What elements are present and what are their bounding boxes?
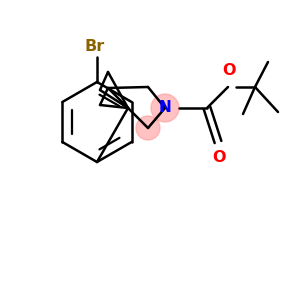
Text: Br: Br: [85, 39, 105, 54]
Text: O: O: [212, 150, 226, 165]
Circle shape: [151, 94, 179, 122]
Text: N: N: [159, 100, 171, 116]
Circle shape: [136, 116, 160, 140]
Text: O: O: [222, 63, 236, 78]
